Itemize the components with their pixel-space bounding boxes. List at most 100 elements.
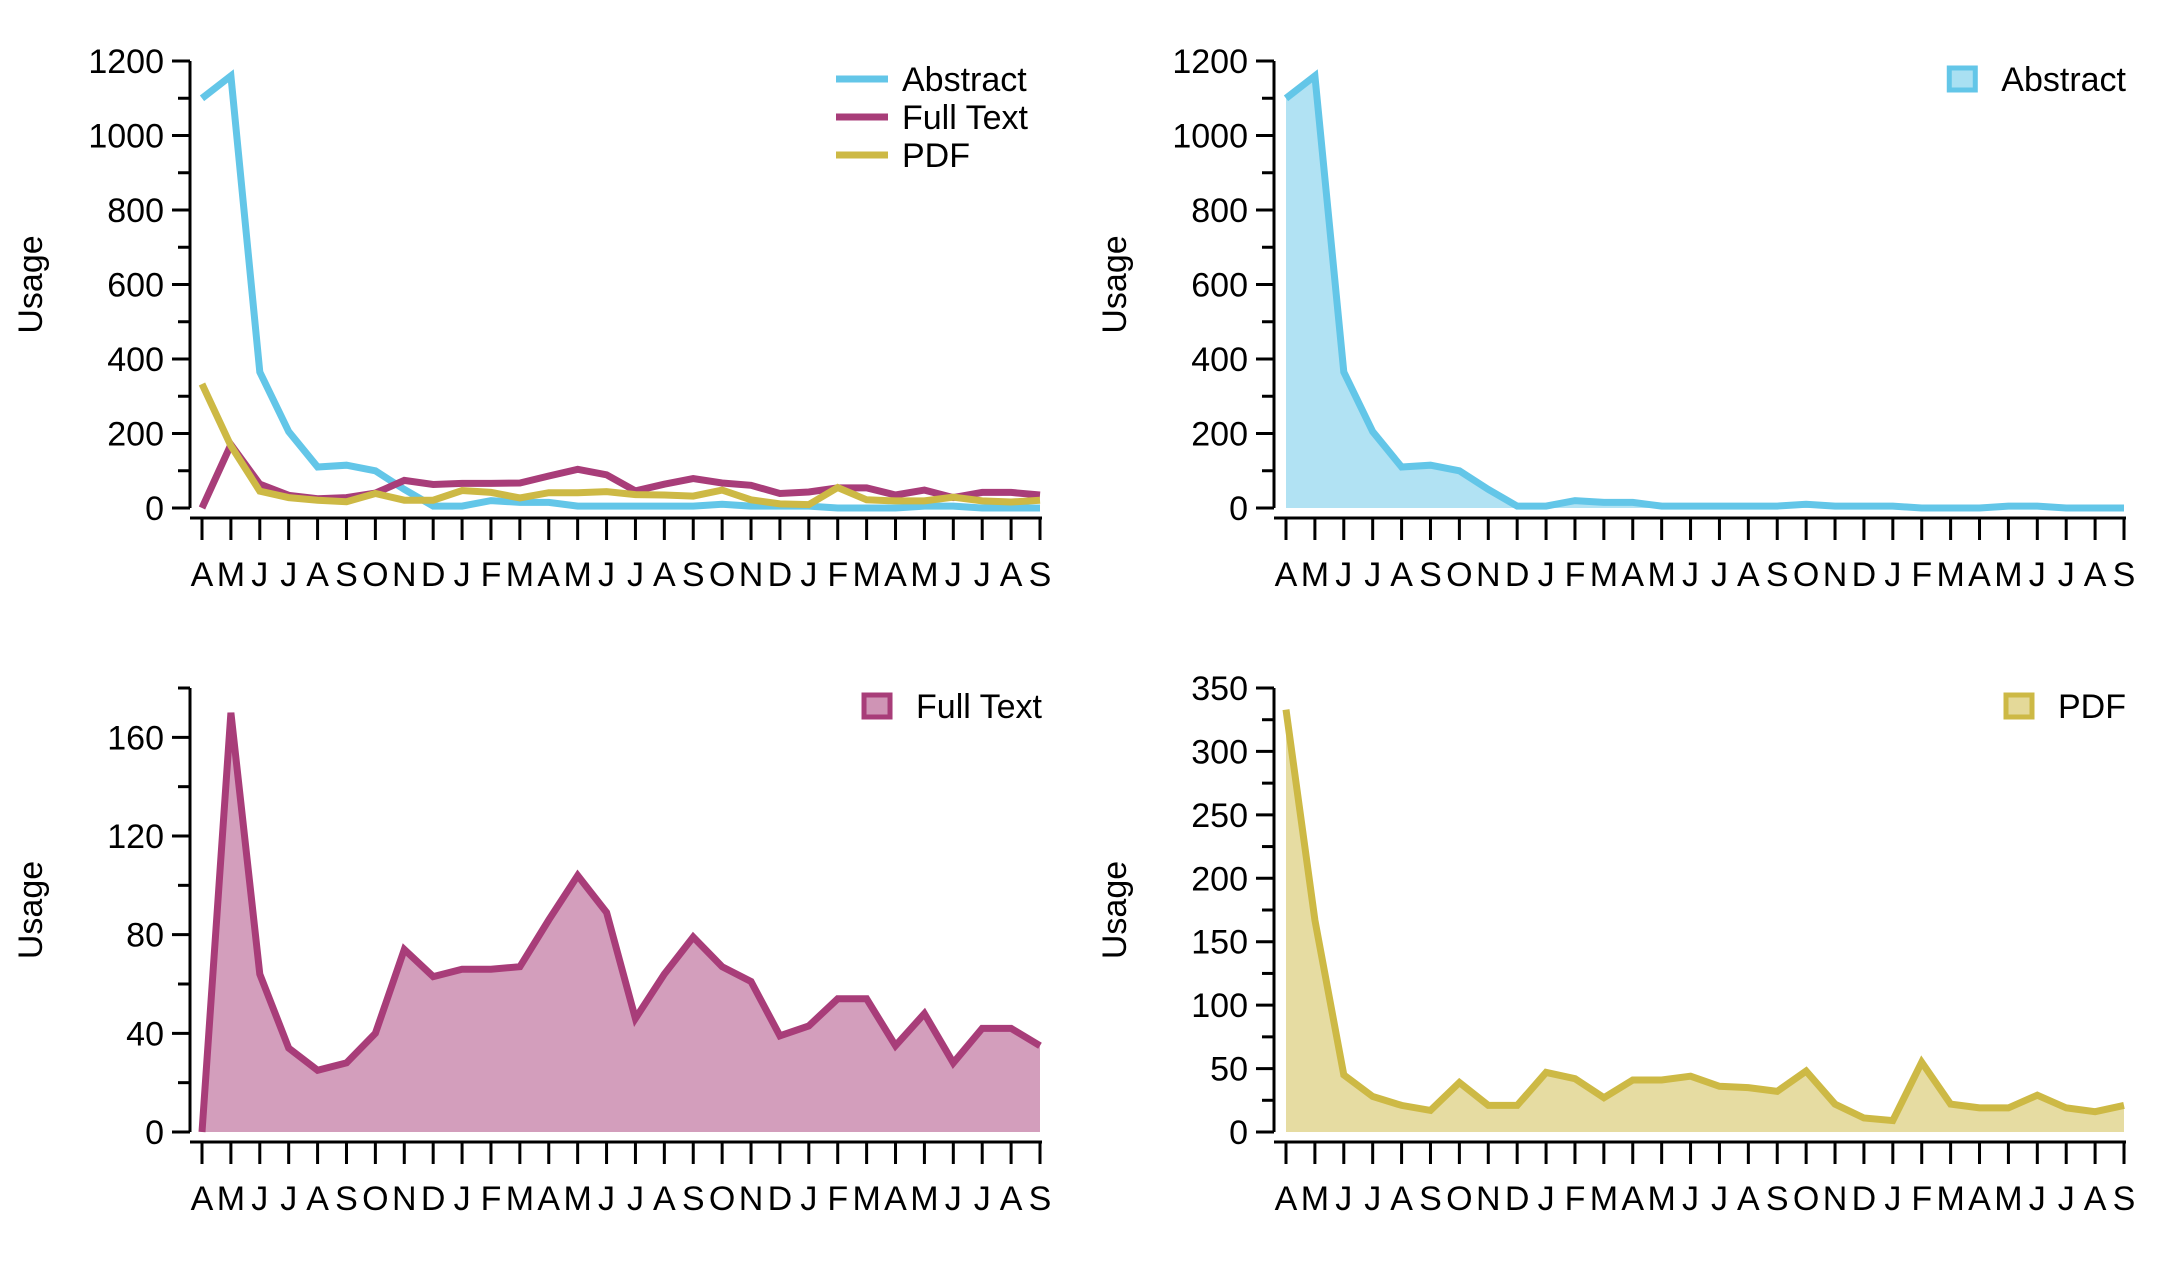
x-tick-label: M: [563, 1180, 591, 1218]
x-tick-label: J: [454, 1180, 471, 1218]
x-tick-label: M: [506, 1180, 534, 1218]
x-tick-label: J: [974, 556, 991, 594]
x-tick-label: J: [251, 1180, 268, 1218]
x-tick-label: J: [627, 556, 644, 594]
x-tick-label: J: [1682, 556, 1699, 594]
x-tick-label: O: [1446, 556, 1472, 594]
x-tick-label: S: [682, 556, 705, 594]
y-tick-label: 160: [107, 719, 164, 757]
x-tick-label: J: [280, 1180, 297, 1218]
x-tick-label: O: [1793, 1180, 1819, 1218]
x-tick-label: A: [1968, 1180, 1991, 1218]
full-text-legend-swatch: [861, 692, 893, 720]
x-tick-label: J: [627, 1180, 644, 1218]
x-tick-label: J: [1711, 1180, 1728, 1218]
x-tick-label: N: [1823, 1180, 1848, 1218]
pdf-legend-label: PDF: [2058, 688, 2126, 726]
full-text-series-line: [198, 712, 1042, 1133]
x-tick-label: J: [2058, 556, 2075, 594]
x-tick-label: J: [2029, 556, 2046, 594]
x-tick-label: J: [2058, 1180, 2075, 1218]
y-tick-label: 40: [126, 1015, 164, 1053]
pdf-series-line: [198, 382, 1041, 509]
abstract-series-line: [1283, 69, 2124, 512]
x-tick-label: M: [1590, 556, 1618, 594]
x-tick-label: M: [506, 556, 534, 594]
x-tick-label: N: [1476, 1180, 1501, 1218]
x-tick-label: N: [739, 556, 764, 594]
x-tick-label: A: [1621, 1180, 1644, 1218]
y-tick-label: 120: [107, 818, 164, 856]
x-tick-label: D: [768, 1180, 793, 1218]
x-tick-label: S: [1029, 1180, 1052, 1218]
x-tick-label: M: [1301, 1180, 1329, 1218]
x-tick-label: A: [1968, 556, 1991, 594]
x-tick-label: J: [800, 1180, 817, 1218]
x-tick-label: A: [1390, 1180, 1413, 1218]
x-tick-label: S: [1419, 556, 1442, 594]
x-tick-label: F: [1565, 556, 1586, 594]
x-tick-label: J: [1335, 556, 1352, 594]
x-tick-label: J: [974, 1180, 991, 1218]
x-tick-label: A: [1275, 556, 1298, 594]
y-tick-label: 250: [1191, 797, 1248, 835]
y-axis-title: Usage: [12, 235, 50, 333]
x-tick-label: A: [1621, 556, 1644, 594]
y-tick-label: 800: [107, 192, 164, 230]
x-tick-label: J: [598, 1180, 615, 1218]
y-tick-label: 0: [145, 490, 164, 528]
pdf-legend-label: PDF: [902, 137, 970, 175]
x-tick-label: J: [1538, 1180, 1555, 1218]
x-tick-label: J: [280, 556, 297, 594]
y-tick-label: 1000: [88, 118, 164, 156]
x-tick-label: A: [1275, 1180, 1298, 1218]
x-tick-label: S: [1766, 556, 1789, 594]
x-tick-label: D: [1505, 556, 1530, 594]
x-tick-label: M: [1301, 556, 1329, 594]
y-tick-label: 300: [1191, 733, 1248, 771]
x-tick-label: O: [709, 1180, 735, 1218]
x-tick-label: D: [421, 556, 446, 594]
y-tick-label: 80: [126, 917, 164, 955]
x-tick-label: A: [306, 1180, 329, 1218]
x-tick-label: A: [2084, 556, 2107, 594]
full-text-area-fill: [202, 712, 1040, 1132]
x-tick-label: M: [1936, 556, 1964, 594]
x-tick-label: N: [1823, 556, 1848, 594]
x-tick-label: S: [1766, 1180, 1789, 1218]
x-tick-label: A: [191, 556, 214, 594]
x-tick-label: O: [1446, 1180, 1472, 1218]
x-tick-label: D: [1852, 1180, 1877, 1218]
x-tick-label: M: [1647, 1180, 1675, 1218]
x-tick-label: J: [598, 556, 615, 594]
x-tick-label: J: [1682, 1180, 1699, 1218]
x-tick-label: J: [1711, 556, 1728, 594]
x-tick-label: S: [335, 556, 358, 594]
y-tick-label: 400: [1191, 341, 1248, 379]
x-tick-label: J: [1538, 556, 1555, 594]
abstract-legend-label: Abstract: [2001, 61, 2126, 99]
y-tick-label: 600: [1191, 267, 1248, 305]
x-tick-label: F: [1911, 1180, 1932, 1218]
x-tick-label: D: [768, 556, 793, 594]
pdf-legend-swatch: [2003, 692, 2035, 720]
x-tick-label: M: [852, 556, 880, 594]
x-tick-label: O: [1793, 556, 1819, 594]
y-tick-label: 600: [107, 267, 164, 305]
x-tick-label: J: [1335, 1180, 1352, 1218]
y-tick-label: 0: [1229, 1114, 1248, 1152]
pdf-series-line: [1282, 709, 2125, 1125]
x-tick-label: O: [362, 1180, 388, 1218]
x-tick-label: M: [852, 1180, 880, 1218]
x-tick-label: A: [653, 1180, 676, 1218]
x-tick-label: A: [191, 1180, 214, 1218]
x-tick-label: D: [421, 1180, 446, 1218]
x-tick-label: A: [537, 556, 560, 594]
y-tick-label: 200: [107, 416, 164, 454]
x-tick-label: D: [1852, 556, 1877, 594]
